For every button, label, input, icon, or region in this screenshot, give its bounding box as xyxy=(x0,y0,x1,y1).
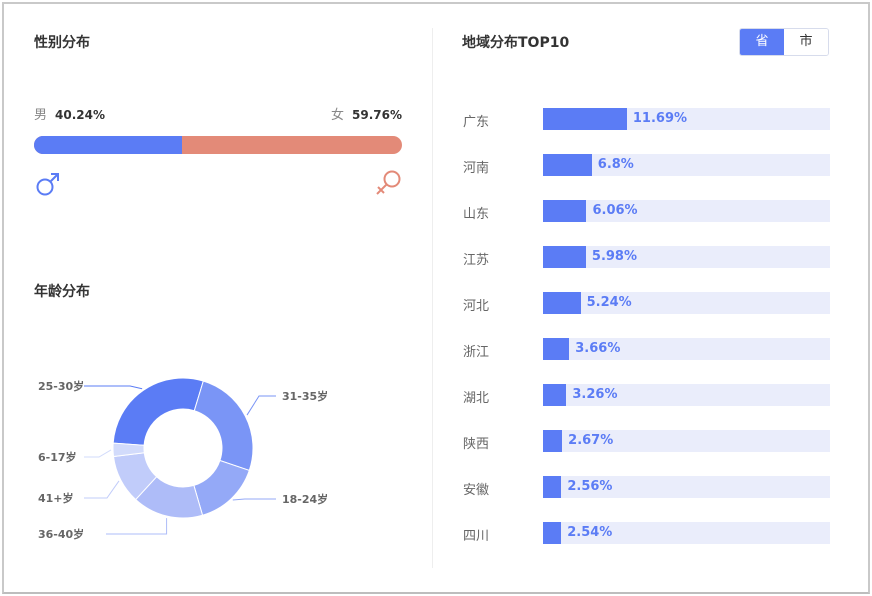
toggle-province-button[interactable]: 省 xyxy=(740,29,784,55)
female-icon xyxy=(376,170,401,195)
region-row: 广东 11.69% xyxy=(460,108,832,130)
region-bar-fill xyxy=(543,200,587,222)
age-donut-chart: 25-30岁 31-35岁 18-24岁 36-40岁 41+岁 6-17岁 xyxy=(38,377,328,541)
region-row: 浙江 3.66% xyxy=(460,338,832,360)
age-slice-6-17岁 xyxy=(112,442,145,458)
region-bar-fill xyxy=(543,154,592,176)
region-bar-track: 3.66% xyxy=(543,338,830,360)
age-label: 31-35岁 xyxy=(282,389,328,403)
region-name: 陕西 xyxy=(463,437,490,452)
region-title: 地域分布TOP10 xyxy=(462,35,570,51)
female-stat: 女 59.76% xyxy=(331,104,402,123)
region-bar-track: 5.98% xyxy=(543,246,830,268)
region-value-label: 2.56% xyxy=(567,479,613,494)
province-city-toggle[interactable]: 省 市 xyxy=(739,28,829,56)
region-name: 江苏 xyxy=(463,253,490,268)
region-name: 广东 xyxy=(463,115,490,130)
region-value-label: 6.06% xyxy=(592,203,638,218)
region-bar-track: 6.8% xyxy=(543,154,830,176)
region-name: 山东 xyxy=(463,207,490,222)
gender-title: 性别分布 xyxy=(34,35,90,51)
region-row: 陕西 2.67% xyxy=(460,430,832,452)
toggle-city-button[interactable]: 市 xyxy=(784,29,828,55)
region-name: 浙江 xyxy=(463,345,490,360)
age-slice-31-35岁 xyxy=(193,380,254,472)
male-ratio-fill xyxy=(34,136,183,154)
age-leader-line xyxy=(246,395,276,416)
region-row: 山东 6.06% xyxy=(460,200,832,222)
age-leader-line xyxy=(106,518,168,535)
age-leader-line xyxy=(84,385,143,390)
male-label: 男 xyxy=(34,108,48,123)
region-bar-track: 2.67% xyxy=(543,430,830,452)
region-bar-fill xyxy=(543,108,627,130)
region-value-label: 2.54% xyxy=(567,525,613,540)
gender-ratio-bar xyxy=(34,136,402,154)
age-slice-18-24岁 xyxy=(193,459,250,516)
region-bar-fill xyxy=(543,476,562,498)
region-name: 四川 xyxy=(463,529,490,544)
region-bar-fill xyxy=(543,430,563,452)
region-value-label: 5.24% xyxy=(586,295,632,310)
region-name: 河北 xyxy=(463,299,490,314)
age-label: 41+岁 xyxy=(38,491,74,505)
female-label: 女 xyxy=(331,108,345,123)
male-value: 40.24% xyxy=(55,108,105,122)
male-stat: 男 40.24% xyxy=(34,104,105,123)
age-title: 年龄分布 xyxy=(34,284,90,300)
region-bar-fill xyxy=(543,246,586,268)
age-label: 18-24岁 xyxy=(282,492,328,506)
age-leader-line xyxy=(84,480,120,499)
region-name: 湖北 xyxy=(463,391,490,406)
region-bar-track: 11.69% xyxy=(543,108,830,130)
region-bar-fill xyxy=(543,292,581,314)
region-value-label: 6.8% xyxy=(597,157,634,172)
age-label: 6-17岁 xyxy=(38,450,77,464)
column-divider xyxy=(432,28,433,568)
region-bar-track: 3.26% xyxy=(543,384,830,406)
age-leader-line xyxy=(232,498,276,501)
age-label: 36-40岁 xyxy=(38,527,84,541)
age-label: 25-30岁 xyxy=(38,379,84,393)
region-row: 湖北 3.26% xyxy=(460,384,832,406)
male-icon xyxy=(36,173,59,196)
region-value-label: 2.67% xyxy=(568,433,614,448)
region-value-label: 3.26% xyxy=(572,387,618,402)
region-value-label: 5.98% xyxy=(591,249,638,264)
region-bar-fill xyxy=(543,522,562,544)
region-name: 安徽 xyxy=(463,483,490,498)
region-row: 四川 2.54% xyxy=(460,522,832,544)
region-bar-track: 6.06% xyxy=(543,200,830,222)
region-bar-fill xyxy=(543,338,570,360)
age-slice-25-30岁 xyxy=(112,377,204,446)
region-bar-track: 2.56% xyxy=(543,476,830,498)
region-row: 河南 6.8% xyxy=(460,154,832,176)
female-value: 59.76% xyxy=(352,108,402,122)
region-row: 安徽 2.56% xyxy=(460,476,832,498)
region-bar-fill xyxy=(543,384,567,406)
region-name: 河南 xyxy=(463,161,490,176)
region-bar-track: 5.24% xyxy=(543,292,830,314)
region-row: 江苏 5.98% xyxy=(460,246,832,268)
region-row: 河北 5.24% xyxy=(460,292,832,314)
age-leader-line xyxy=(84,449,112,458)
region-value-label: 11.69% xyxy=(632,111,688,126)
region-value-label: 3.66% xyxy=(575,341,621,356)
region-bar-track: 2.54% xyxy=(543,522,830,544)
